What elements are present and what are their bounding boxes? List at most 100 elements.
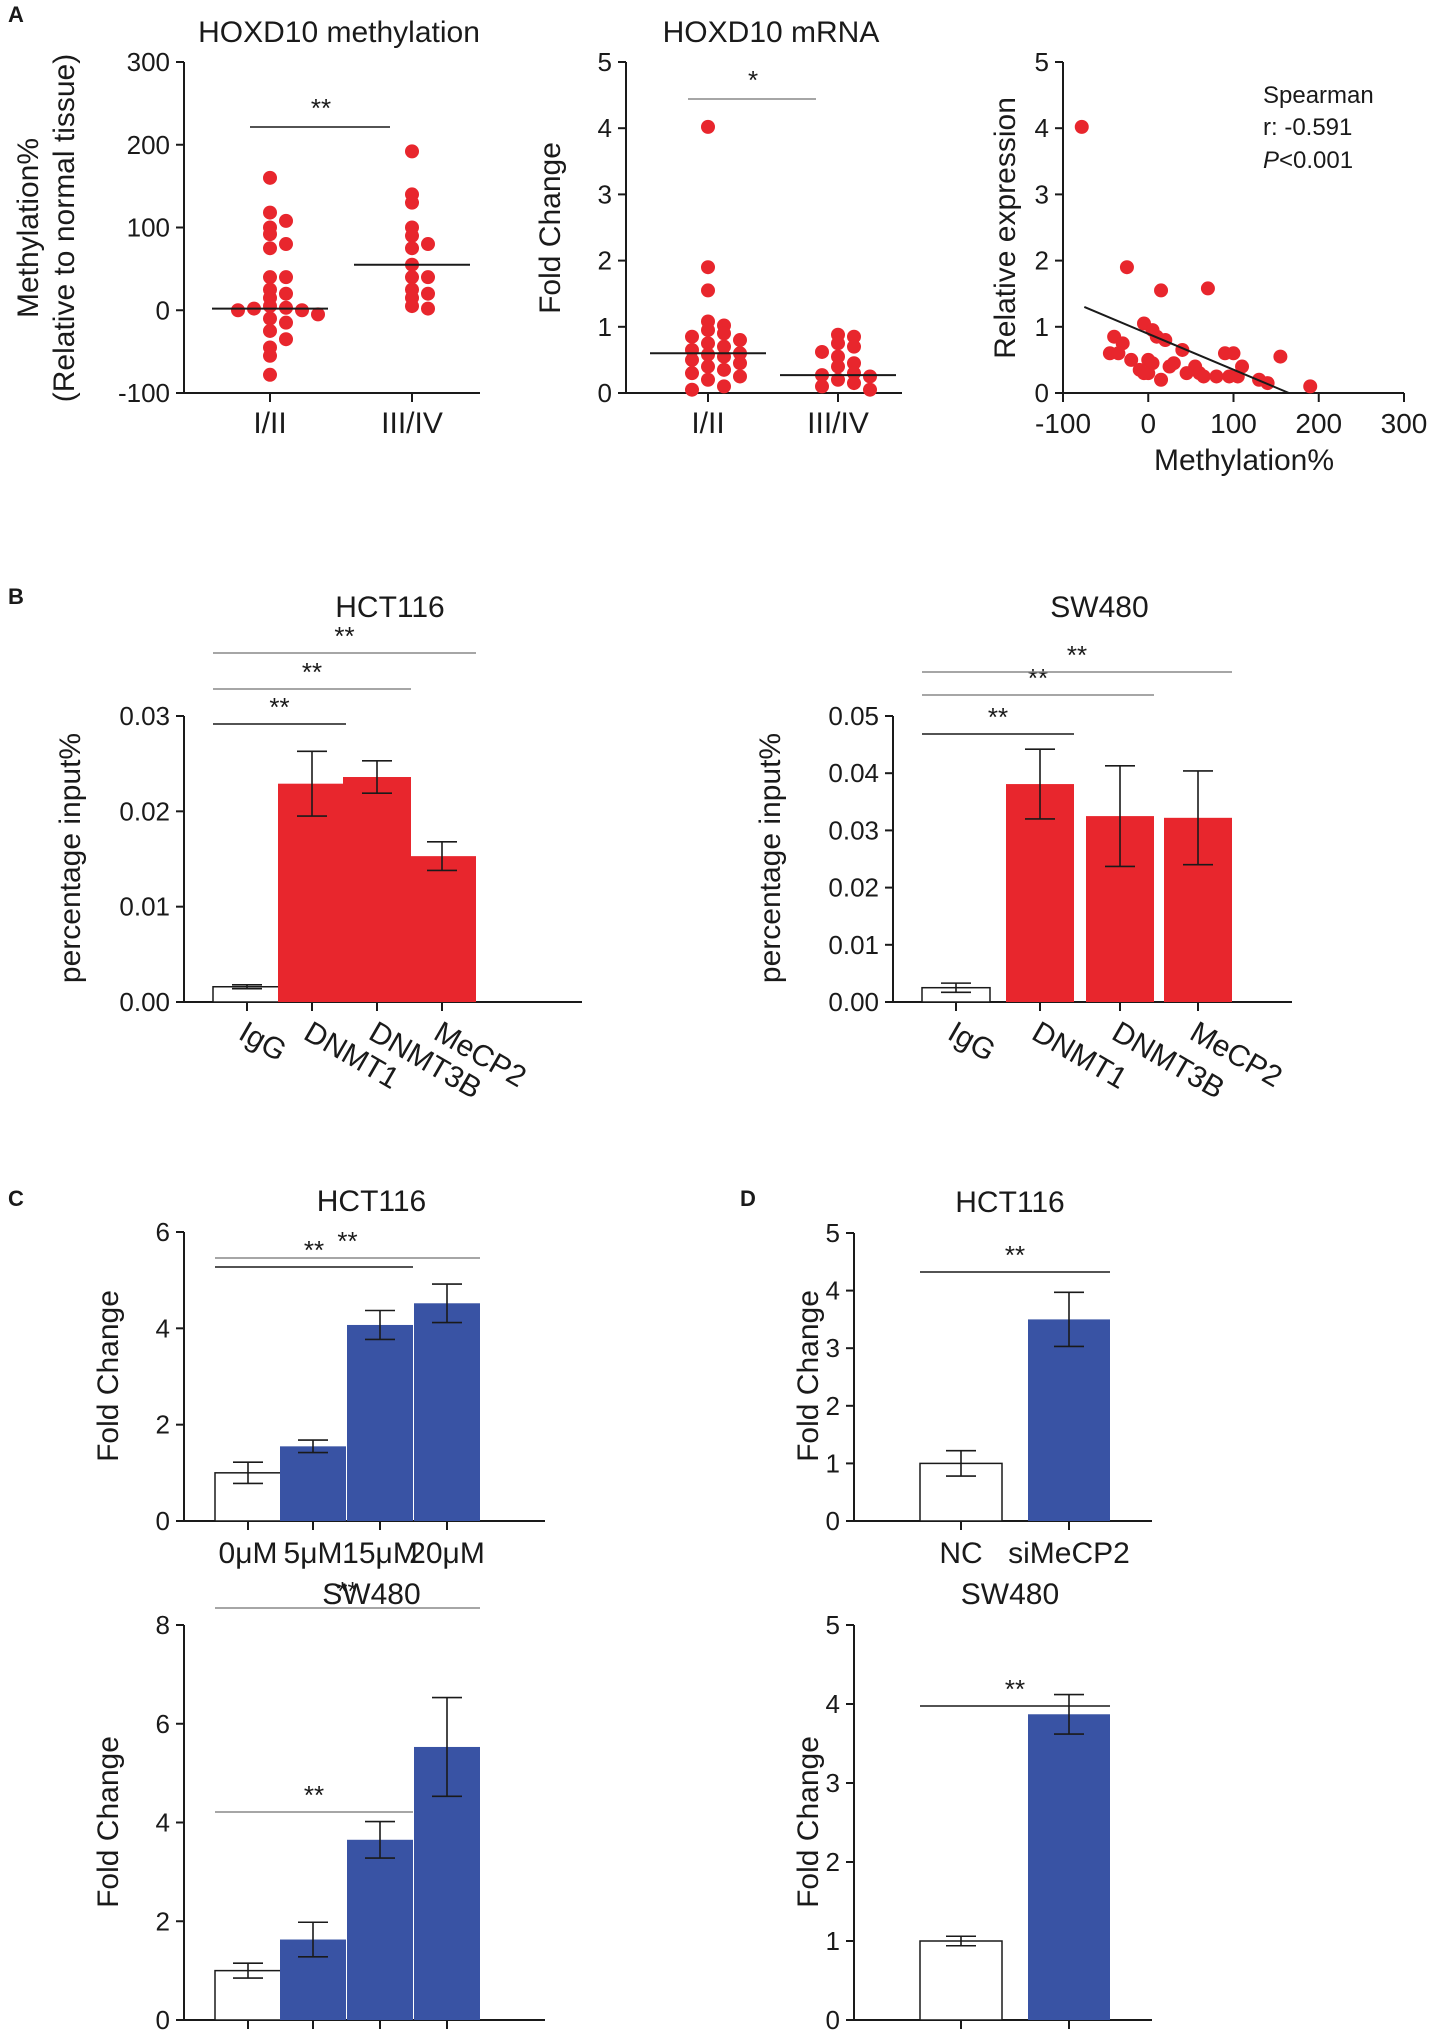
data-point <box>1217 346 1232 361</box>
bar <box>1028 1714 1110 2020</box>
significance-label: ** <box>311 93 331 123</box>
chart-a1: HOXD10 methylation -100 0 100 200 300 I/II III/… <box>12 16 480 440</box>
data-point <box>685 366 699 381</box>
chart-title: SW480 <box>961 1578 1059 1611</box>
chart-title: HCT116 <box>317 1185 426 1218</box>
data-point <box>863 369 877 384</box>
panel-label-d: D <box>740 1186 756 1211</box>
data-point <box>815 344 829 359</box>
data-point <box>1154 283 1169 298</box>
y-tick-label: 6 <box>156 1709 170 1739</box>
y-tick-label: 200 <box>127 130 170 160</box>
data-point <box>1119 260 1134 275</box>
x-tick-label: I/II <box>253 407 286 440</box>
y-tick-label: 4 <box>156 1808 170 1838</box>
data-point <box>279 213 293 228</box>
data-point <box>263 348 277 363</box>
data-point <box>733 369 747 384</box>
y-axis-label: Fold Change <box>92 1736 125 1908</box>
data-point <box>831 349 845 364</box>
bar <box>1028 1319 1110 1521</box>
y-tick-label: 1 <box>1035 312 1049 342</box>
y-tick-label: 0 <box>156 1506 170 1536</box>
data-point <box>263 367 277 382</box>
data-point <box>263 323 277 338</box>
data-point <box>701 347 715 362</box>
data-point <box>831 372 845 387</box>
data-point <box>685 382 699 397</box>
data-point <box>1209 369 1224 384</box>
data-point <box>279 237 293 252</box>
data-point <box>847 329 861 344</box>
bar <box>1006 784 1074 1002</box>
x-tick-label: III/IV <box>807 407 869 440</box>
y-tick-label: 0.03 <box>119 701 170 731</box>
data-point <box>263 270 277 285</box>
data-point <box>421 286 435 301</box>
data-point <box>1124 352 1139 367</box>
data-point <box>1273 349 1288 364</box>
y-axis-label: Fold Change <box>92 1290 125 1462</box>
x-tick-label: 100 <box>1210 408 1257 439</box>
data-point <box>701 323 715 338</box>
data-point <box>701 260 715 275</box>
x-tick-label: 5μM <box>284 2036 343 2039</box>
y-tick-label: 2 <box>156 1906 170 1936</box>
data-point <box>847 356 861 371</box>
y-tick-label: 0.01 <box>828 930 879 960</box>
significance-label: ** <box>269 692 289 722</box>
x-tick-label: 20μM <box>409 1537 485 1570</box>
data-point <box>279 315 293 330</box>
data-point <box>815 379 829 394</box>
significance-label: ** <box>1005 1240 1025 1270</box>
bar <box>408 856 476 1002</box>
data-point <box>263 170 277 185</box>
y-tick-label: 0 <box>826 1506 840 1536</box>
y-axis-label: Fold Change <box>792 1290 825 1462</box>
data-point <box>279 332 293 347</box>
annotation-p-value: <0.001 <box>1279 147 1353 174</box>
data-point <box>405 195 419 210</box>
data-point <box>263 205 277 220</box>
significance-label: ** <box>1067 640 1087 670</box>
significance-label: * <box>748 65 758 95</box>
data-point <box>279 270 293 285</box>
chart-title: HCT116 <box>335 591 444 624</box>
data-point <box>717 326 731 341</box>
y-tick-label: 5 <box>826 1218 840 1248</box>
x-tick-label: siMeCP2 <box>1008 1537 1130 1570</box>
y-axis-label: Fold Change <box>534 142 567 314</box>
y-tick-label: 0 <box>598 378 612 408</box>
annotation-line2: r: -0.591 <box>1263 114 1352 141</box>
x-tick-label: IgG <box>234 1015 292 1068</box>
significance-label: ** <box>304 1780 324 1810</box>
x-tick-label: I/II <box>691 407 724 440</box>
data-point <box>701 283 715 298</box>
y-tick-label: 4 <box>156 1313 170 1343</box>
x-axis-label: Methylation% <box>1154 444 1334 477</box>
x-tick-label: 0μM <box>219 2036 278 2039</box>
y-tick-label: 0 <box>1035 378 1049 408</box>
panel-label-a: A <box>8 2 24 27</box>
data-point <box>231 303 245 318</box>
chart-title: HOXD10 mRNA <box>663 16 880 49</box>
x-tick-label: III/IV <box>381 407 443 440</box>
data-point <box>263 227 277 242</box>
significance-label: ** <box>337 1576 357 1606</box>
data-point <box>847 339 861 354</box>
panel-label-b: B <box>8 584 24 609</box>
chart-a2: HOXD10 mRNA 0 1 2 3 4 5 I/II III/IV * Fold Change <box>534 16 902 440</box>
data-point <box>1136 366 1151 381</box>
x-tick-label: -100 <box>1035 408 1091 439</box>
bar <box>280 1446 346 1521</box>
data-point <box>263 299 277 314</box>
y-tick-label: 100 <box>127 213 170 243</box>
data-point <box>1154 372 1169 387</box>
y-tick-label: 2 <box>826 1847 840 1877</box>
data-point <box>1111 346 1126 361</box>
y-axis-label: percentage input% <box>754 733 787 983</box>
data-point <box>1303 379 1318 394</box>
data-point <box>685 352 699 367</box>
y-tick-label: 2 <box>1035 246 1049 276</box>
